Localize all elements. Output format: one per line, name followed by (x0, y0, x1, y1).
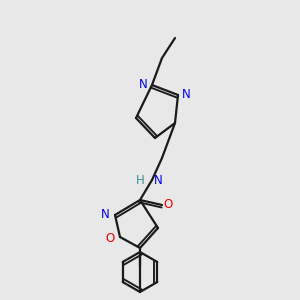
Text: N: N (182, 88, 191, 100)
Text: H: H (136, 173, 145, 187)
Text: O: O (164, 199, 172, 212)
Text: N: N (139, 77, 148, 91)
Text: N: N (101, 208, 110, 220)
Text: O: O (106, 232, 115, 244)
Text: N: N (154, 173, 163, 187)
